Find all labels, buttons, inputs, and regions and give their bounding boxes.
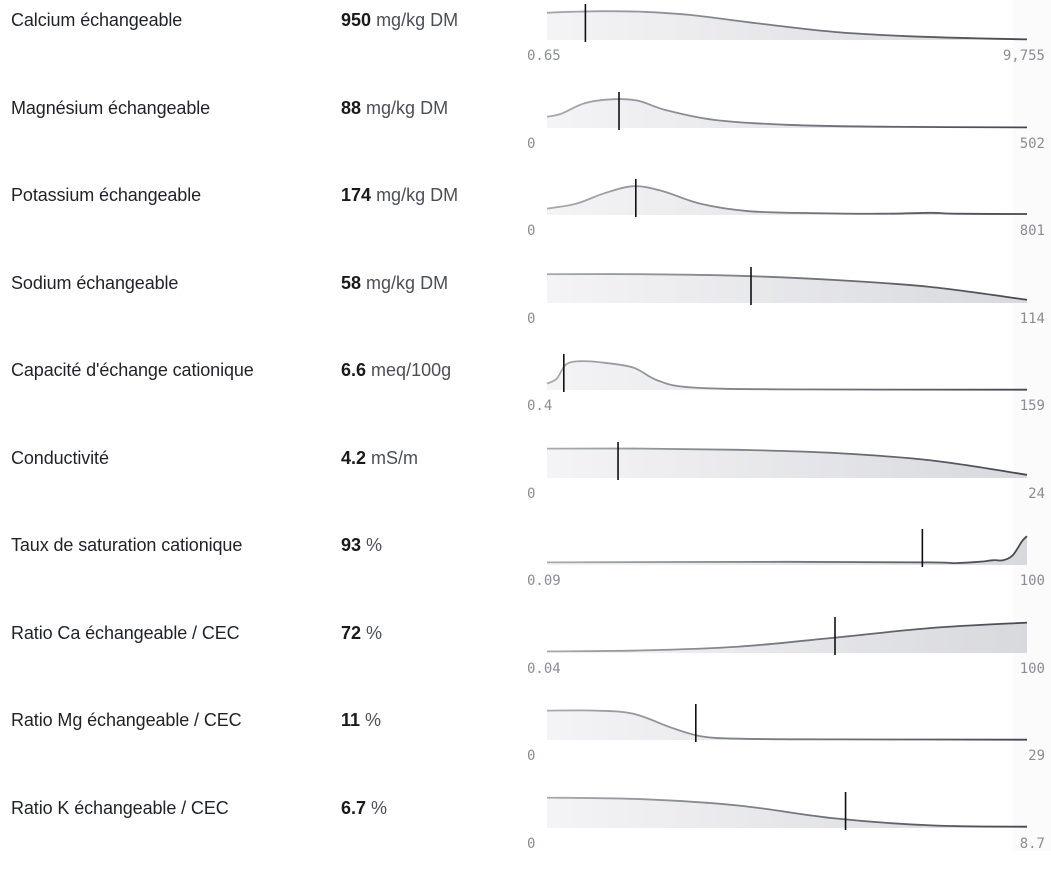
axis-max-label: 100 [1020,573,1045,589]
axis-max-label: 100 [1020,661,1045,677]
axis-max-label: 114 [1020,311,1045,327]
axis-min-label: 0 [527,836,535,852]
metric-value: 6.6 meq/100g [341,360,451,381]
density-sparkline: 0.09 100 [527,529,1045,589]
density-line [546,10,1028,41]
metric-row: Ratio Ca échangeable / CEC 72 % 0.04 100 [0,613,1051,700]
metric-unit: mg/kg DM [366,98,449,118]
density-area [547,11,1027,40]
density-line [546,98,1028,129]
density-area [547,361,1027,390]
metric-label: Ratio Ca échangeable / CEC [11,623,240,643]
metric-value-number: 88 [341,98,362,118]
metric-value-number: 950 [341,10,372,30]
density-area [547,536,1027,565]
density-line [546,709,1028,741]
metric-value-number: 6.6 [341,360,367,380]
density-sparkline: 0.65 9,755 [527,4,1045,64]
axis-min-label: 0.65 [527,48,561,64]
metric-label: Calcium échangeable [11,10,183,30]
metric-label: Conductivité [11,448,109,468]
metric-label: Ratio Mg échangeable / CEC [11,710,242,730]
axis-max-label: 8.7 [1020,836,1045,852]
density-sparkline: 0 24 [527,442,1045,502]
metric-row: Potassium échangeable 174 mg/kg DM 0 801 [0,175,1051,262]
axis-min-label: 0.09 [527,573,561,589]
density-sparkline: 0 502 [527,92,1045,152]
metric-label: Capacité d'échange cationique [11,360,254,380]
metric-value-number: 58 [341,273,362,293]
metric-row: Conductivité 4.2 mS/m 0 24 [0,438,1051,525]
metric-label: Magnésium échangeable [11,98,211,118]
axis-max-label: 9,755 [1003,48,1045,64]
axis-min-label: 0.04 [527,661,561,677]
density-sparkline: 0.04 100 [527,617,1045,677]
metric-value: 11 % [341,710,381,731]
density-line [546,796,1028,828]
metric-row: Sodium échangeable 58 mg/kg DM 0 114 [0,263,1051,350]
metric-label: Ratio K échangeable / CEC [11,798,229,818]
density-area [547,186,1027,215]
metric-unit: mg/kg DM [376,10,459,30]
metric-value: 950 mg/kg DM [341,10,458,31]
metric-value-number: 93 [341,535,362,555]
metric-value-number: 4.2 [341,448,367,468]
density-area [547,448,1027,478]
metric-value: 72 % [341,623,382,644]
density-line [546,621,1028,653]
axis-max-label: 502 [1020,136,1045,152]
axis-min-label: 0.4 [527,398,552,414]
density-sparkline: 0.4 159 [527,354,1045,414]
metric-value-number: 174 [341,185,372,205]
axis-max-label: 29 [1028,748,1045,764]
metric-row: Ratio K échangeable / CEC 6.7 % 0 8.7 [0,788,1051,875]
metric-value-number: 72 [341,623,362,643]
right-edge-panel [1013,0,1051,851]
axis-min-label: 0 [527,223,535,239]
metric-label: Potassium échangeable [11,185,202,205]
density-area [547,710,1027,740]
density-sparkline: 0 114 [527,267,1045,327]
density-sparkline: 0 801 [527,179,1045,239]
metric-row: Calcium échangeable 950 mg/kg DM 0.65 9,755 [0,0,1051,87]
metric-value: 93 % [341,535,382,556]
axis-min-label: 0 [527,748,535,764]
metric-value: 88 mg/kg DM [341,98,448,119]
density-area [547,274,1027,303]
density-line [546,447,1028,476]
axis-min-label: 0 [527,136,535,152]
axis-max-label: 159 [1020,398,1045,414]
metric-value: 174 mg/kg DM [341,185,458,206]
metric-value: 58 mg/kg DM [341,273,448,294]
metric-value-number: 11 [341,710,361,730]
axis-max-label: 24 [1028,486,1045,502]
density-area [547,99,1027,128]
density-line [546,535,1028,565]
metric-row: Taux de saturation cationique 93 % 0.09 100 [0,525,1051,612]
metric-unit: % [371,798,388,818]
metric-unit: % [365,710,382,730]
metric-value-number: 6.7 [341,798,367,818]
density-sparkline: 0 29 [527,704,1045,764]
density-line [546,185,1028,215]
metric-row: Magnésium échangeable 88 mg/kg DM 0 502 [0,88,1051,175]
density-sparkline: 0 8.7 [527,792,1045,852]
axis-min-label: 0 [527,486,535,502]
metric-unit: mg/kg DM [366,273,449,293]
density-line [546,273,1028,301]
metric-unit: % [366,535,383,555]
metric-unit: % [366,623,383,643]
metric-unit: mS/m [371,448,419,468]
axis-max-label: 801 [1020,223,1045,239]
metric-row: Ratio Mg échangeable / CEC 11 % 0 29 [0,700,1051,787]
axis-min-label: 0 [527,311,535,327]
metric-value: 6.7 % [341,798,387,819]
metric-label: Taux de saturation cationique [11,535,243,555]
metric-unit: mg/kg DM [376,185,459,205]
metric-row: Capacité d'échange cationique 6.6 meq/100… [0,350,1051,437]
metric-label: Sodium échangeable [11,273,179,293]
metric-value: 4.2 mS/m [341,448,418,469]
metric-unit: meq/100g [371,360,452,380]
